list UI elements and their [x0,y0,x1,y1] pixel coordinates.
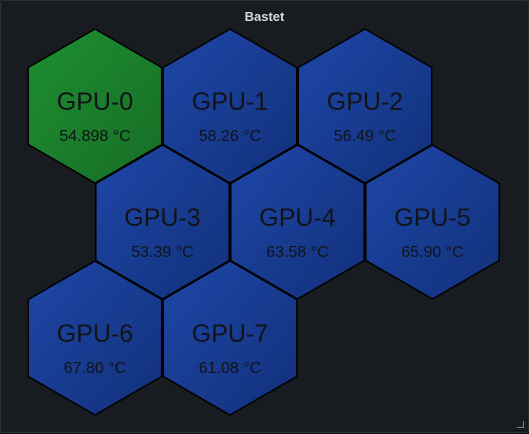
gpu-name-label: GPU-3 [124,204,200,232]
gpu-hex-shape[interactable] [95,144,230,300]
gpu-hex-4[interactable]: GPU-4 63.58 °C [230,144,365,300]
gpu-hex-1[interactable]: GPU-1 58.26 °C [162,28,298,184]
gpu-temp-value: 65.90 °C [401,244,463,261]
gpu-hex-5[interactable]: GPU-5 65.90 °C [365,144,500,300]
gpu-name-label: GPU-1 [192,88,268,116]
gpu-hex-shape[interactable] [162,28,298,184]
gpu-temp-value: 67.80 °C [64,360,126,377]
resize-handle-icon[interactable] [517,421,524,428]
gpu-hex-shape[interactable] [27,260,163,416]
gpu-name-label: GPU-7 [192,320,268,348]
gpu-hex-shape[interactable] [162,260,298,416]
gpu-hex-shape[interactable] [365,144,500,300]
gpu-temp-value: 56.49 °C [334,128,396,145]
gpu-name-label: GPU-6 [57,320,133,348]
gpu-hex-shape[interactable] [230,144,365,300]
gpu-hex-0[interactable]: GPU-0 54.898 °C [27,28,163,184]
panel-title[interactable]: Bastet [244,9,285,24]
gpu-temp-value: 54.898 °C [59,128,130,145]
gpu-hex-shape[interactable] [27,28,163,184]
gpu-name-label: GPU-5 [394,204,470,232]
gpu-temp-value: 61.08 °C [199,360,261,377]
gpu-name-label: GPU-2 [327,88,403,116]
gpu-name-label: GPU-0 [57,88,133,116]
gpu-hex-7[interactable]: GPU-7 61.08 °C [162,260,298,416]
gpu-temp-value: 53.39 °C [131,244,193,261]
gpu-name-label: GPU-4 [259,204,336,232]
gpu-hex-3[interactable]: GPU-3 53.39 °C [95,144,230,300]
gpu-temp-value: 58.26 °C [199,128,261,145]
gpu-hex-shape[interactable] [297,28,433,184]
gpu-hex-6[interactable]: GPU-6 67.80 °C [27,260,163,416]
gpu-hex-2[interactable]: GPU-2 56.49 °C [297,28,433,184]
gpu-temp-value: 63.58 °C [266,244,328,261]
